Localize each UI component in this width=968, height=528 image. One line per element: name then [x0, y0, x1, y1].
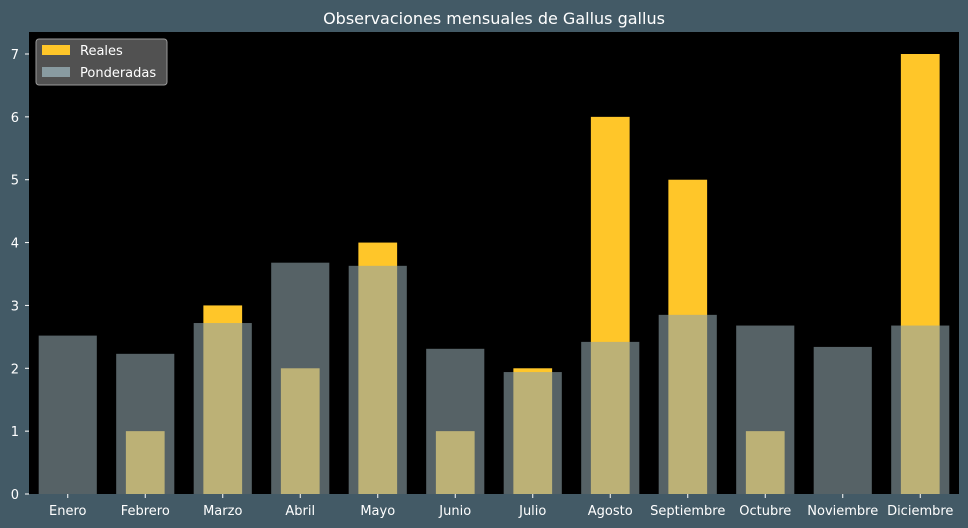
legend: Reales Ponderadas	[35, 38, 168, 86]
bar-ponderadas-diciembre	[891, 325, 950, 494]
x-tick-label: Octubre	[739, 504, 791, 519]
bar-ponderadas-febrero	[116, 353, 175, 494]
x-tick-label: Junio	[438, 504, 471, 519]
y-tick-label: 4	[11, 237, 19, 252]
legend-swatch-reales	[42, 45, 70, 55]
bar-ponderadas-julio	[503, 372, 562, 494]
x-tick-label: Julio	[518, 504, 546, 519]
bar-ponderadas-agosto	[581, 341, 640, 494]
y-tick-label: 2	[11, 362, 19, 377]
legend-label-ponderadas: Ponderadas	[80, 66, 156, 81]
y-axis: 0 1 2 3 4 5 6 7	[11, 48, 29, 503]
bar-ponderadas-enero	[38, 335, 97, 494]
x-tick-label: Diciembre	[887, 504, 953, 519]
y-tick-label: 1	[11, 425, 19, 440]
bar-ponderadas-noviembre	[813, 346, 872, 494]
bar-ponderadas-octubre	[736, 325, 795, 494]
y-tick-label: 3	[11, 299, 19, 314]
y-tick-label: 5	[11, 174, 19, 189]
x-tick-label: Agosto	[588, 504, 633, 519]
plot-area	[29, 32, 959, 494]
bar-ponderadas-marzo	[193, 323, 252, 494]
x-tick-label: Enero	[49, 504, 87, 519]
bar-ponderadas-abril	[271, 262, 330, 494]
bar-ponderadas-mayo	[348, 265, 407, 494]
x-tick-label: Abril	[285, 504, 315, 519]
y-tick-label: 6	[11, 111, 19, 126]
y-tick-label: 7	[11, 48, 19, 63]
y-tick-label: 0	[11, 488, 19, 503]
x-tick-label: Mayo	[360, 504, 395, 519]
x-tick-label: Febrero	[121, 504, 170, 519]
x-tick-label: Marzo	[203, 504, 242, 519]
x-axis: Enero Febrero Marzo Abril Mayo Junio Julio Agos…	[49, 494, 953, 519]
bar-ponderadas-septiembre	[658, 314, 717, 494]
x-tick-label: Septiembre	[650, 504, 725, 519]
legend-swatch-ponderadas	[42, 67, 70, 77]
chart-title: Observaciones mensuales de Gallus gallus	[323, 9, 665, 28]
legend-label-reales: Reales	[80, 44, 123, 59]
series-ponderadas	[38, 262, 950, 494]
x-tick-label: Noviembre	[807, 504, 878, 519]
bar-ponderadas-junio	[426, 348, 485, 494]
